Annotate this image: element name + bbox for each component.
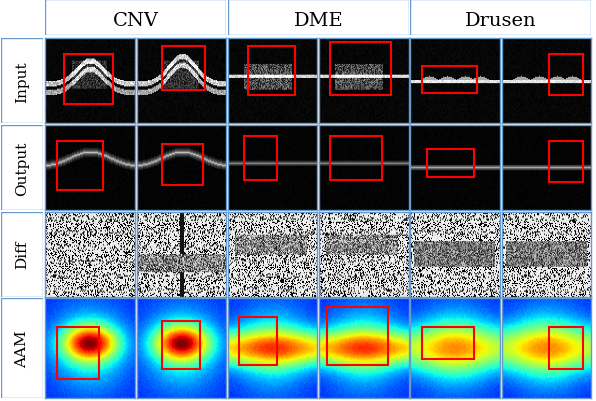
- Bar: [64, 55, 113, 104]
- FancyBboxPatch shape: [228, 0, 409, 36]
- FancyBboxPatch shape: [1, 298, 43, 398]
- Bar: [549, 327, 583, 369]
- Bar: [330, 136, 382, 180]
- Bar: [248, 47, 294, 96]
- Bar: [57, 327, 100, 379]
- FancyBboxPatch shape: [1, 39, 43, 124]
- FancyBboxPatch shape: [45, 0, 226, 36]
- Text: Diff: Diff: [15, 240, 29, 269]
- Text: Drusen: Drusen: [465, 12, 536, 30]
- Bar: [549, 142, 583, 182]
- Bar: [244, 136, 277, 180]
- Text: Output: Output: [15, 141, 29, 195]
- Bar: [427, 150, 474, 177]
- Bar: [162, 145, 203, 186]
- FancyBboxPatch shape: [411, 0, 591, 36]
- Bar: [422, 327, 474, 359]
- Bar: [162, 47, 205, 91]
- Text: DME: DME: [293, 12, 343, 30]
- Bar: [422, 67, 477, 94]
- FancyBboxPatch shape: [1, 212, 43, 297]
- Text: CNV: CNV: [113, 12, 159, 30]
- Bar: [549, 55, 583, 96]
- Bar: [239, 317, 277, 365]
- Text: Input: Input: [15, 61, 29, 103]
- FancyBboxPatch shape: [1, 126, 43, 211]
- Bar: [57, 142, 103, 191]
- Text: AAM: AAM: [15, 329, 29, 367]
- Bar: [327, 307, 387, 365]
- Bar: [330, 43, 391, 96]
- Bar: [162, 321, 200, 369]
